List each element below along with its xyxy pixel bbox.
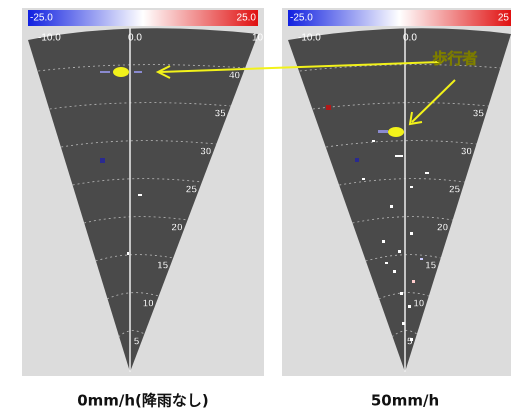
echo [127,252,129,255]
range-label: 35 [473,109,485,120]
echo [372,140,375,142]
echo [378,130,388,133]
echo [134,71,142,73]
echo [326,105,331,110]
range-label: 15 [157,261,169,272]
range-label: 15 [425,261,437,272]
angle-label: 10 [252,33,264,44]
echo [355,158,359,162]
echo [410,338,413,341]
range-label: 25 [449,185,461,196]
echo [390,205,393,208]
echo [382,240,385,243]
colorbar-min-label: -25.0 [290,13,313,24]
colorbar [288,10,511,26]
caption: 50mm/h [371,392,439,410]
figure: -25.0 25.0 -10.0 0.0 10 40 35 30 25 20 15 10 5 -25.0… [0,0,511,414]
colorbar-max-label: 25.0 [237,13,257,24]
range-label: 35 [215,109,227,120]
echo [402,322,405,325]
pedestrian-echo [113,67,129,77]
range-label: 20 [171,223,183,234]
range-label: 20 [437,223,449,234]
echo [385,262,388,264]
range-label: 25 [186,185,198,196]
echo [138,194,142,196]
annotation-label: 歩行者 [432,50,477,68]
range-label: 40 [229,71,241,82]
range-label: 10 [143,299,155,310]
echo [412,280,415,283]
echo [362,178,365,180]
angle-label: 0.0 [403,33,417,44]
echo [425,172,429,174]
colorbar-min-label: -25.0 [30,13,53,24]
caption: 0mm/h(降雨なし) [77,392,209,410]
angle-label: -10.0 [38,33,61,44]
echo [100,158,105,163]
colorbar-max-label: 25 [498,13,510,24]
angle-label: -10.0 [298,33,321,44]
echo [395,155,403,157]
echo [420,258,423,260]
range-label: 10 [413,299,425,310]
range-label: 30 [200,147,212,158]
colorbar [28,10,258,26]
echo [400,292,403,295]
echo [398,250,401,253]
angle-label: 0.0 [128,33,142,44]
echo [410,232,413,235]
range-label: 5 [134,337,140,348]
range-label: 30 [461,147,473,158]
pedestrian-echo [388,127,404,137]
echo [410,186,413,188]
echo [393,270,396,273]
echo [100,71,110,73]
echo [408,305,411,308]
